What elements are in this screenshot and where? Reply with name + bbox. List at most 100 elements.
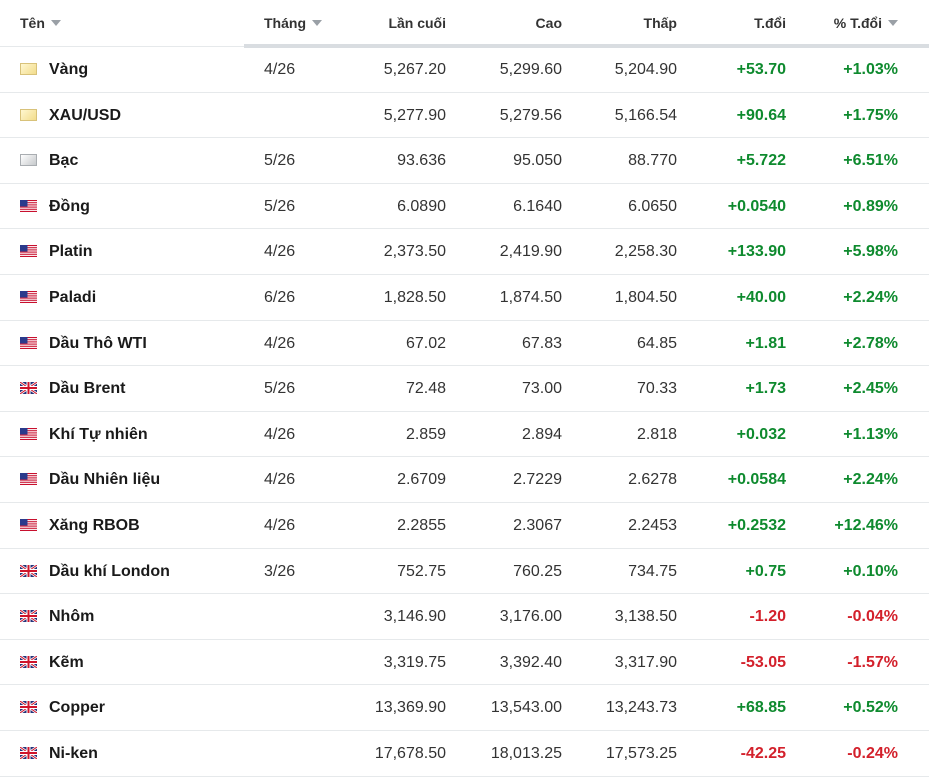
price-change: +0.2532	[727, 516, 786, 534]
price-change-pct: +1.13%	[843, 425, 898, 443]
column-header-change[interactable]: T.đổi	[754, 15, 786, 31]
high-price: 5,279.56	[499, 106, 562, 124]
price-change: +0.75	[745, 562, 786, 580]
table-row[interactable]: Dầu khí London 3/26 752.75 760.25 734.75…	[0, 549, 929, 595]
high-price: 18,013.25	[490, 744, 562, 762]
commodity-name-link[interactable]: Copper	[49, 699, 105, 717]
price-change: +40.00	[736, 288, 786, 306]
low-price: 70.33	[636, 380, 677, 398]
commodity-name-link[interactable]: Kẽm	[49, 653, 84, 671]
column-header-last[interactable]: Lần cuối	[388, 15, 446, 31]
table-row[interactable]: Dầu Thô WTI 4/26 67.02 67.83 64.85 +1.81…	[0, 321, 929, 367]
price-change-pct: +1.75%	[843, 106, 898, 124]
sort-caret-icon[interactable]	[50, 20, 61, 27]
last-price: 5,267.20	[383, 61, 446, 78]
table-row[interactable]: Xăng RBOB 4/26 2.2855 2.3067 2.2453 +0.2…	[0, 503, 929, 549]
commodity-name-link[interactable]: Nhôm	[49, 608, 95, 626]
column-header-low[interactable]: Thấp	[643, 15, 677, 31]
gold-icon	[20, 63, 37, 75]
table-row[interactable]: Platin 4/26 2,373.50 2,419.90 2,258.30 +…	[0, 229, 929, 275]
us-flag-icon	[20, 427, 37, 440]
sort-caret-icon[interactable]	[888, 20, 898, 27]
us-flag-icon	[20, 473, 37, 486]
table-row[interactable]: Nhôm 3,146.90 3,176.00 3,138.50 -1.20 -0…	[0, 594, 929, 640]
gold-icon	[20, 108, 37, 121]
uk-flag-icon	[20, 701, 37, 714]
low-price: 3,138.50	[614, 608, 677, 626]
low-price: 2.818	[636, 425, 677, 443]
price-change-pct: +2.45%	[843, 380, 898, 398]
high-price: 3,392.40	[499, 653, 562, 671]
us-flag-icon	[20, 290, 37, 303]
price-change: +133.90	[727, 243, 786, 261]
commodity-name-link[interactable]: Ni-ken	[49, 744, 98, 762]
high-price: 2.7229	[513, 471, 562, 489]
table-row[interactable]: Vàng 4/26 5,267.20 5,299.60 5,204.90 +53…	[0, 47, 929, 93]
high-price: 13,543.00	[490, 699, 562, 717]
last-price: 67.02	[405, 334, 446, 352]
column-header-name-label: Tên	[20, 15, 45, 31]
us-flag-icon	[20, 245, 37, 258]
low-price: 2.6278	[628, 471, 677, 489]
commodity-name-link[interactable]: Khí Tự nhiên	[49, 425, 148, 443]
sort-caret-icon[interactable]	[312, 20, 322, 27]
us-flag-icon	[20, 518, 37, 531]
uk-flag-icon	[20, 610, 37, 623]
table-row[interactable]: XAU/USD 5,277.90 5,279.56 5,166.54 +90.6…	[0, 93, 929, 139]
commodity-name-link[interactable]: Dầu Thô WTI	[49, 334, 147, 352]
last-price: 2.2855	[397, 516, 446, 534]
contract-month: 4/26	[264, 334, 296, 352]
low-price: 17,573.25	[605, 744, 677, 762]
contract-month: 4/26	[264, 61, 296, 78]
table-row[interactable]: Kẽm 3,319.75 3,392.40 3,317.90 -53.05 -1…	[0, 640, 929, 686]
contract-month: 5/26	[264, 152, 296, 170]
high-price: 73.00	[521, 380, 562, 398]
price-change: +0.032	[736, 425, 786, 443]
table-row[interactable]: Đồng 5/26 6.0890 6.1640 6.0650 +0.0540 +…	[0, 184, 929, 230]
last-price: 6.0890	[397, 197, 446, 215]
table-body: Vàng 4/26 5,267.20 5,299.60 5,204.90 +53…	[0, 47, 929, 777]
table-row[interactable]: Dầu Brent 5/26 72.48 73.00 70.33 +1.73 +…	[0, 366, 929, 412]
header-underline	[244, 44, 929, 48]
price-change-pct: -0.24%	[847, 744, 898, 762]
commodity-name-link[interactable]: Dầu Brent	[49, 380, 126, 398]
price-change: -1.20	[749, 608, 786, 626]
price-change: +1.81	[745, 334, 786, 352]
contract-month: 4/26	[264, 425, 296, 443]
column-header-month-label: Tháng	[264, 15, 306, 31]
high-price: 2.3067	[513, 516, 562, 534]
last-price: 1,828.50	[383, 288, 446, 306]
high-price: 1,874.50	[499, 288, 562, 306]
table-row[interactable]: Paladi 6/26 1,828.50 1,874.50 1,804.50 +…	[0, 275, 929, 321]
contract-month: 4/26	[264, 516, 296, 534]
us-flag-icon	[20, 336, 37, 349]
table-row[interactable]: Ni-ken 17,678.50 18,013.25 17,573.25 -42…	[0, 731, 929, 777]
high-price: 5,299.60	[499, 61, 562, 78]
commodity-name-link[interactable]: Dầu khí London	[49, 562, 170, 580]
high-price: 760.25	[513, 562, 562, 580]
commodity-name-link[interactable]: Bạc	[49, 152, 79, 170]
commodity-name-link[interactable]: Dầu Nhiên liệu	[49, 471, 161, 489]
column-header-change-pct[interactable]: % T.đổi	[834, 0, 898, 46]
last-price: 13,369.90	[374, 699, 446, 717]
column-header-high[interactable]: Cao	[535, 15, 562, 31]
table-row[interactable]: Copper 13,369.90 13,543.00 13,243.73 +68…	[0, 685, 929, 731]
table-row[interactable]: Dầu Nhiên liệu 4/26 2.6709 2.7229 2.6278…	[0, 457, 929, 503]
table-row[interactable]: Bạc 5/26 93.636 95.050 88.770 +5.722 +6.…	[0, 138, 929, 184]
commodity-name-link[interactable]: Đồng	[49, 197, 90, 215]
commodity-name-link[interactable]: Vàng	[49, 61, 89, 78]
last-price: 2.859	[405, 425, 446, 443]
column-header-month[interactable]: Tháng	[264, 0, 322, 46]
price-change-pct: +12.46%	[834, 516, 898, 534]
commodity-name-link[interactable]: Xăng RBOB	[49, 516, 140, 534]
table-row[interactable]: Khí Tự nhiên 4/26 2.859 2.894 2.818 +0.0…	[0, 412, 929, 458]
contract-month: 4/26	[264, 471, 296, 489]
contract-month: 5/26	[264, 380, 296, 398]
commodity-name-link[interactable]: Paladi	[49, 288, 97, 306]
us-flag-icon	[20, 199, 37, 212]
high-price: 6.1640	[513, 197, 562, 215]
commodity-name-link[interactable]: Platin	[49, 243, 93, 261]
column-header-name[interactable]: Tên	[20, 0, 61, 46]
commodity-name-link[interactable]: XAU/USD	[49, 106, 122, 124]
